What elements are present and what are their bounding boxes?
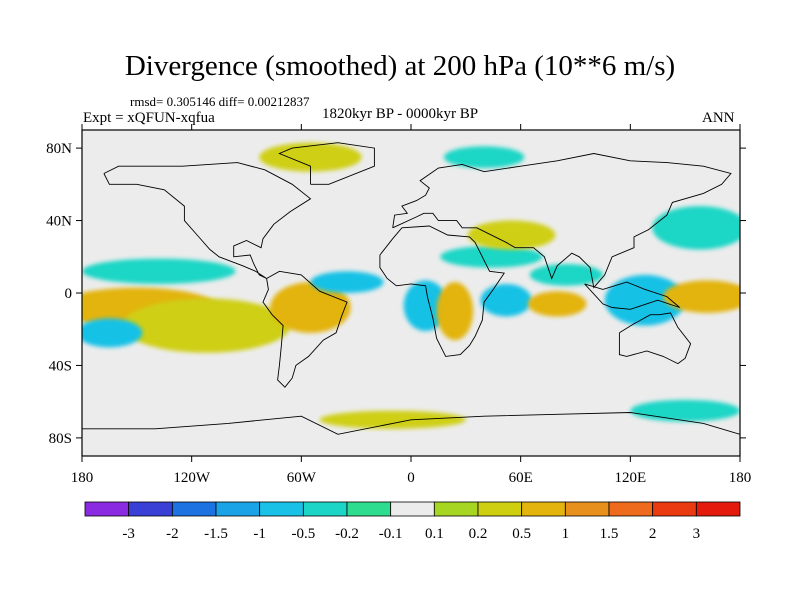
- colorbar-swatch-5: [302, 501, 348, 517]
- season-label: ANN: [702, 110, 735, 126]
- anomaly-region-7: [403, 280, 448, 332]
- experiment-label: Expt = xQFUN-xqfua: [83, 110, 215, 126]
- x-tick-label-1: 120W: [173, 470, 211, 486]
- y-tick-label-2: 0: [65, 286, 73, 302]
- anomaly-region-19: [259, 142, 362, 172]
- colorbar-swatch-6: [346, 501, 392, 517]
- colorbar-swatch-0: [84, 501, 130, 517]
- coastline-4: [618, 312, 692, 365]
- colorbar-swatch-11: [564, 501, 610, 517]
- coastline-7: [584, 281, 680, 310]
- y-axis: 80N 40N 0 40S 80S: [46, 141, 746, 447]
- x-tick-label-4: 60E: [509, 470, 533, 486]
- coastlines: [82, 142, 740, 435]
- anomaly-region-16: [663, 280, 740, 313]
- anomaly-region-14: [604, 274, 686, 326]
- chart-title: Divergence (smoothed) at 200 hPa (10**6 …: [124, 50, 676, 82]
- anomaly-region-18: [443, 146, 525, 169]
- colorbar-label-4: -0.5: [291, 526, 315, 542]
- colorbar-label-8: 0.2: [469, 526, 488, 542]
- colorbar-label-6: -0.1: [379, 526, 403, 542]
- colorbar-swatch-3: [215, 501, 261, 517]
- x-tick-label-5: 120E: [614, 470, 646, 486]
- anomaly-region-17: [652, 206, 740, 250]
- x-axis: 180 120W 60W 0 60E 120E 180: [71, 124, 752, 486]
- colorbar-label-10: 1: [562, 526, 570, 542]
- y-tick-label-0: 80N: [46, 141, 72, 157]
- colorbar: -3 -2 -1.5 -1 -0.5 -0.2 -0.1 0.1 0.2 0.5 1 1.5 2 3: [84, 501, 741, 542]
- anomaly-field: [82, 142, 740, 429]
- x-tick-label-6: 180: [729, 470, 752, 486]
- colorbar-label-7: 0.1: [425, 526, 444, 542]
- period-label: 1820kyr BP - 0000kyr BP: [322, 106, 479, 122]
- colorbar-label-3: -1: [253, 526, 266, 542]
- colorbar-swatch-12: [608, 501, 654, 517]
- coastline-6: [82, 412, 740, 435]
- colorbar-label-12: 2: [649, 526, 657, 542]
- y-tick-label-1: 40N: [46, 214, 72, 230]
- anomaly-region-4: [82, 258, 236, 284]
- anomaly-region-2: [122, 298, 291, 353]
- anomaly-region-6: [310, 271, 384, 293]
- colorbar-swatch-1: [128, 501, 173, 517]
- colorbar-swatch-4: [259, 501, 304, 517]
- anomaly-region-10: [467, 220, 556, 250]
- colorbar-label-13: 3: [693, 526, 701, 542]
- anomaly-region-21: [630, 399, 740, 422]
- anomaly-region-3: [82, 318, 143, 348]
- y-tick-label-3: 40S: [49, 358, 72, 374]
- colorbar-label-2: -1.5: [204, 526, 228, 542]
- anomaly-region-5: [270, 282, 351, 333]
- colorbar-label-1: -2: [166, 526, 179, 542]
- colorbar-swatch-8: [433, 501, 479, 517]
- x-tick-label-0: 180: [71, 470, 94, 486]
- anomaly-region-20: [319, 410, 466, 429]
- coastline-2: [379, 225, 505, 357]
- colorbar-swatch-9: [477, 501, 523, 517]
- anomaly-region-12: [527, 291, 587, 317]
- colorbar-label-0: -3: [122, 526, 135, 542]
- anomaly-region-8: [436, 282, 474, 341]
- anomaly-region-13: [529, 264, 603, 286]
- coastline-0: [103, 162, 312, 279]
- stats-text: rmsd= 0.305146 diff= 0.00212837: [130, 94, 310, 109]
- colorbar-swatch-10: [521, 501, 566, 517]
- colorbar-swatch-2: [171, 501, 217, 517]
- anomaly-region-9: [440, 245, 543, 268]
- anomaly-region-11: [480, 283, 532, 317]
- coastline-3: [392, 153, 732, 289]
- colorbar-swatch-14: [695, 501, 741, 517]
- colorbar-label-11: 1.5: [600, 526, 619, 542]
- x-tick-label-3: 0: [407, 470, 415, 486]
- colorbar-swatch-13: [652, 501, 697, 517]
- y-tick-label-4: 80S: [49, 431, 72, 447]
- coastline-5: [278, 142, 375, 185]
- coastline-1: [262, 270, 348, 388]
- colorbar-label-5: -0.2: [335, 526, 359, 542]
- x-tick-label-2: 60W: [287, 470, 317, 486]
- colorbar-label-9: 0.5: [512, 526, 531, 542]
- colorbar-swatch-7: [390, 501, 435, 517]
